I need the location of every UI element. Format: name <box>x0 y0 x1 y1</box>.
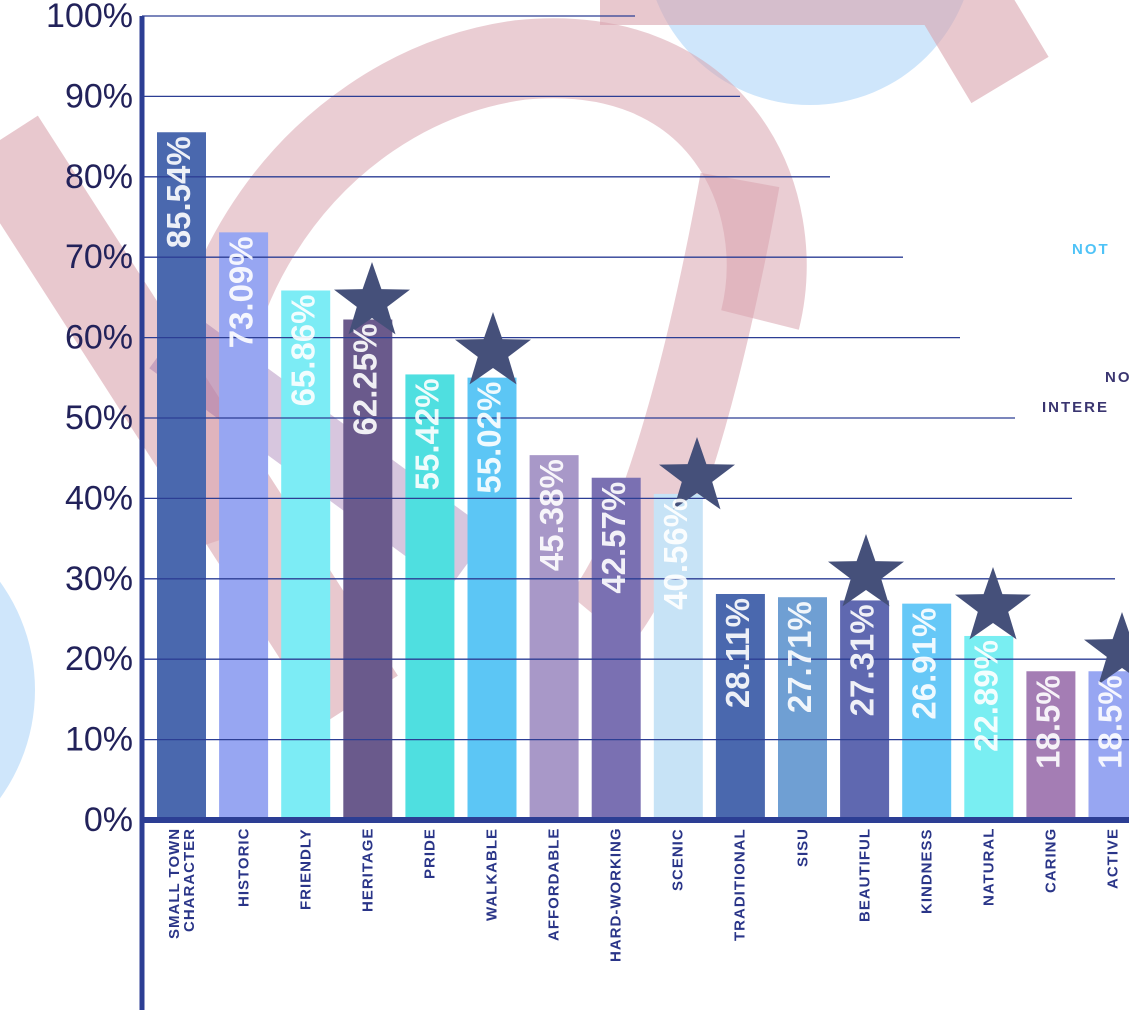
value-label: 42.57% <box>595 482 632 594</box>
y-tick-label: 30% <box>65 560 133 598</box>
x-tick-label: KINDNESS <box>919 828 934 1018</box>
star <box>455 312 531 384</box>
x-tick-label: WALKABLE <box>485 828 500 1018</box>
value-label: 62.25% <box>347 324 384 436</box>
y-tick-label: 90% <box>65 77 133 115</box>
y-tick-label: 100% <box>46 0 133 35</box>
annotation: INTERE <box>1042 399 1109 416</box>
y-tick-label: 60% <box>65 319 133 357</box>
value-label: 27.31% <box>843 604 880 716</box>
y-tick-label: 20% <box>65 640 133 678</box>
y-tick-label: 10% <box>65 721 133 759</box>
x-tick-label: SISU <box>795 828 810 1018</box>
value-label: 18.5% <box>1092 675 1129 769</box>
value-label: 18.5% <box>1030 675 1067 769</box>
x-tick-label: BEAUTIFUL <box>857 828 872 1018</box>
x-tick-label: TRADITIONAL <box>733 828 748 1018</box>
value-label: 55.02% <box>471 382 508 494</box>
y-tick-label: 50% <box>65 399 133 437</box>
x-tick-label: SMALL TOWN CHARACTER <box>167 828 197 1018</box>
value-label: 40.56% <box>657 498 694 610</box>
value-label: 55.42% <box>409 378 446 490</box>
value-label: 28.11% <box>719 598 756 708</box>
x-tick-label: PRIDE <box>422 828 437 1018</box>
x-tick-label: AFFORDABLE <box>547 828 562 1018</box>
x-tick-label: HISTORIC <box>236 828 251 1018</box>
x-tick-label: HARD-WORKING <box>609 828 624 1018</box>
decor-circle <box>0 505 35 875</box>
value-label: 22.89% <box>968 640 1005 752</box>
value-label: 73.09% <box>222 236 259 348</box>
star <box>955 567 1031 639</box>
x-tick-label: SCENIC <box>671 828 686 1018</box>
x-tick-label: HERITAGE <box>360 828 375 1018</box>
y-tick-label: 70% <box>65 238 133 276</box>
value-label: 26.91% <box>905 608 942 720</box>
y-tick-label: 0% <box>84 801 133 839</box>
x-tick-label: ACTIVE <box>1106 828 1121 1018</box>
star <box>828 534 904 606</box>
y-tick-label: 40% <box>65 479 133 517</box>
value-label: 85.54% <box>160 136 197 248</box>
x-tick-label: CARING <box>1043 828 1058 1018</box>
x-tick-label: NATURAL <box>981 828 996 1018</box>
value-label: 45.38% <box>533 459 570 571</box>
value-label: 27.71% <box>781 601 818 713</box>
annotation: NOT <box>1072 241 1110 258</box>
value-label: 65.86% <box>284 294 321 406</box>
annotation: NO <box>1105 369 1129 386</box>
x-tick-label: FRIENDLY <box>298 828 313 1018</box>
y-tick-label: 80% <box>65 158 133 196</box>
